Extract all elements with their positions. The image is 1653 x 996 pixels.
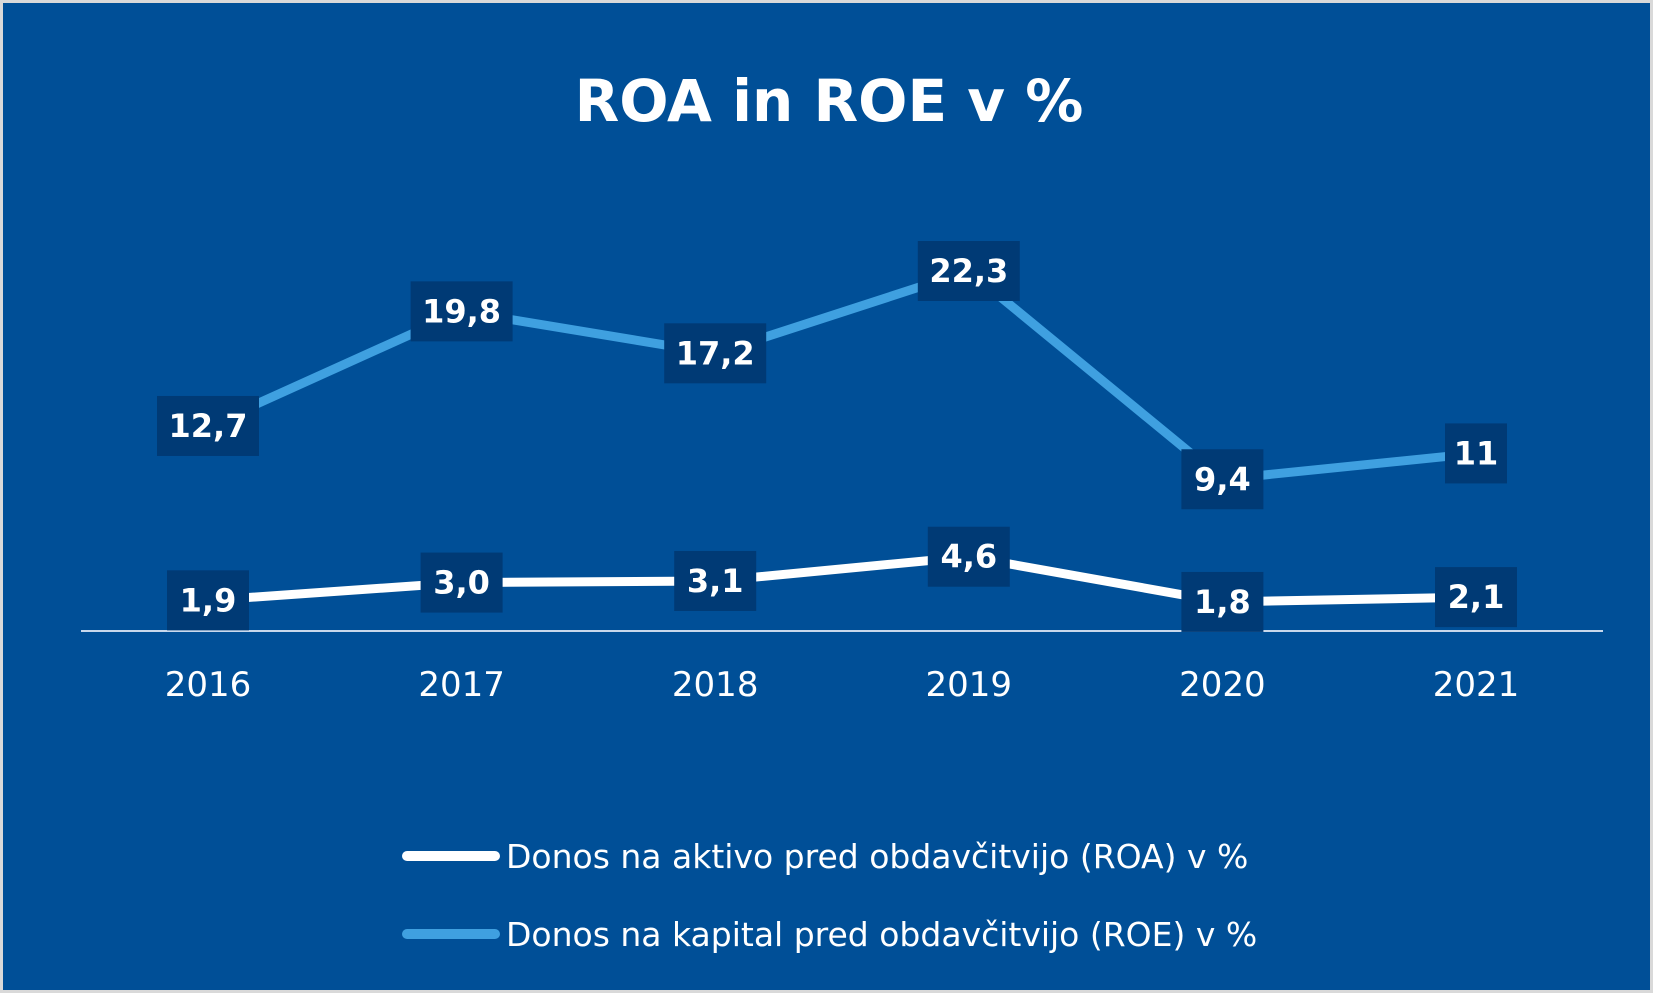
roa-series-line [203,552,1481,607]
series-layer [203,266,1481,607]
x-tick-label: 2020 [1179,665,1266,705]
x-tick-label: 2016 [165,665,252,705]
roa-data-label: 3,0 [433,564,490,602]
x-tick-label: 2018 [672,665,759,705]
roa-data-label: 3,1 [687,562,744,600]
roe-label-box [664,323,767,384]
data-labels: 1,9 3,0 3,1 4,6 1,8 2,1 12,7 19,8 17,2 22,3 9,4 11 [157,241,1517,632]
legend-roa-label: Donos na aktivo pred obdavčitvijo (ROA) … [506,837,1248,876]
x-axis: 2016 2017 2018 2019 2020 2021 [81,630,1603,705]
roe-label-box [157,395,259,456]
roa-data-label: 1,8 [1194,583,1251,621]
roa-label-box [420,552,503,613]
roe-label-box [917,241,1020,301]
roa-label-box [927,526,1010,587]
roa-label-box [167,570,249,631]
roe-data-label: 19,8 [422,292,501,330]
x-tick-label: 2017 [418,665,505,705]
roe-label-box [1445,423,1507,484]
roe-data-label: 11 [1454,434,1499,472]
legend: Donos na aktivo pred obdavčitvijo (ROA) … [402,837,1257,954]
roe-label-box [1181,449,1264,510]
legend-roe-label: Donos na kapital pred obdavčitvijo (ROE)… [506,915,1257,954]
roe-data-label: 17,2 [676,334,755,372]
x-tick-label: 2021 [1433,665,1520,705]
roe-data-label: 22,3 [929,252,1008,290]
roa-data-label: 2,1 [1448,578,1505,616]
line-chart: ROA in ROE v % 2016 2017 2018 2019 2020 2021 … [81,67,1603,954]
roa-label-box [1181,571,1264,632]
x-tick-label: 2019 [926,665,1013,705]
roa-label-box [674,550,757,611]
roa-label-box [1435,567,1517,628]
chart-title: ROA in ROE v % [575,67,1084,135]
roa-data-label: 4,6 [940,538,997,576]
roa-data-label: 1,9 [180,581,237,619]
roe-series-line [203,266,1481,484]
roe-data-label: 12,7 [169,407,248,445]
roe-label-box [410,281,513,342]
roe-data-label: 9,4 [1194,460,1251,498]
